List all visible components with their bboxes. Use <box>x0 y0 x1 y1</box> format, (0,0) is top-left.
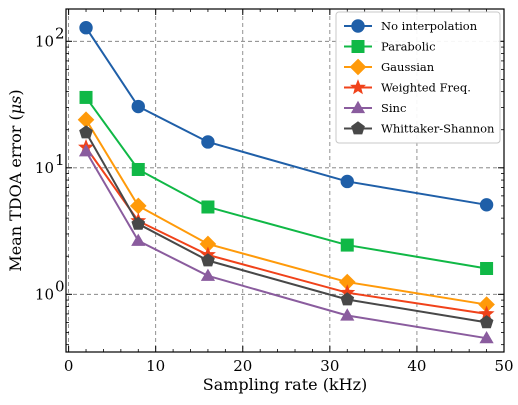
y-axis-label-unit: μs <box>6 96 25 115</box>
data-point <box>129 197 147 215</box>
y-axis-label-close: ) <box>6 89 25 95</box>
x-tick-label: 10 <box>146 357 165 375</box>
series-layer <box>77 21 495 344</box>
y-tick-exponent: 0 <box>55 277 65 295</box>
legend-label: Weighted Freq. <box>381 81 471 95</box>
data-point <box>131 162 145 176</box>
series-line <box>85 150 487 340</box>
data-point <box>77 111 95 129</box>
legend-entry: No interpolation <box>344 19 478 33</box>
legend-box <box>335 11 501 144</box>
data-point <box>131 99 145 114</box>
legend-marker <box>349 58 367 76</box>
y-tick-exponent: 1 <box>55 151 65 169</box>
legend-marker <box>351 19 365 33</box>
data-point <box>201 135 215 149</box>
legend-entry: Whittaker-Shannon <box>344 121 495 136</box>
data-point <box>340 174 354 189</box>
y-axis-label: Mean TDOA error (μs) <box>6 89 25 271</box>
y-tick-label: 10 <box>35 32 54 50</box>
x-tick-label: 50 <box>494 357 513 375</box>
series-5 <box>79 125 494 329</box>
legend-label: Parabolic <box>381 40 436 54</box>
legend-entry: Parabolic <box>344 40 436 54</box>
legend-entry: Gaussian <box>344 58 435 76</box>
plot-frame <box>65 8 505 353</box>
data-point <box>340 292 355 306</box>
x-tick-label: 30 <box>320 357 339 375</box>
legend-marker <box>351 121 365 135</box>
data-point <box>479 330 494 344</box>
data-point <box>480 261 494 275</box>
legend-label: Whittaker-Shannon <box>381 122 495 136</box>
y-tick-label: 10 <box>35 285 54 303</box>
legend-label: Gaussian <box>381 60 435 74</box>
legend-label: No interpolation <box>381 19 478 33</box>
y-tick-label: 10 <box>35 159 54 177</box>
series-line <box>85 146 487 315</box>
data-point <box>79 125 93 139</box>
y-axis-label-text: Mean TDOA error ( <box>6 114 25 271</box>
legend-entry: Sinc <box>344 100 406 115</box>
x-tick-label: 20 <box>233 357 252 375</box>
data-point <box>131 233 146 246</box>
series-0 <box>79 21 494 212</box>
x-tick-label: 0 <box>64 357 74 375</box>
data-point <box>131 216 146 230</box>
series-4 <box>78 144 494 344</box>
y-tick-exponent: 2 <box>55 24 65 42</box>
data-point <box>479 315 494 329</box>
legend-marker <box>350 79 366 95</box>
series-1 <box>79 90 494 275</box>
x-axis-label: Sampling rate (kHz) <box>203 375 368 394</box>
legend-marker <box>351 40 365 53</box>
data-point <box>79 21 93 35</box>
legend-marker <box>350 100 366 114</box>
legend: No interpolation Parabolic Gaussian Weighte… <box>335 11 501 144</box>
legend-label: Sinc <box>381 101 406 115</box>
data-point <box>201 253 215 267</box>
data-point <box>200 268 216 281</box>
x-tick-label: 40 <box>407 357 426 375</box>
data-point <box>340 308 355 321</box>
data-point <box>78 144 94 157</box>
data-point <box>479 198 494 212</box>
legend-entry: Weighted Freq. <box>344 79 471 95</box>
data-point <box>201 200 215 214</box>
data-point <box>79 90 93 104</box>
data-point <box>340 238 354 252</box>
